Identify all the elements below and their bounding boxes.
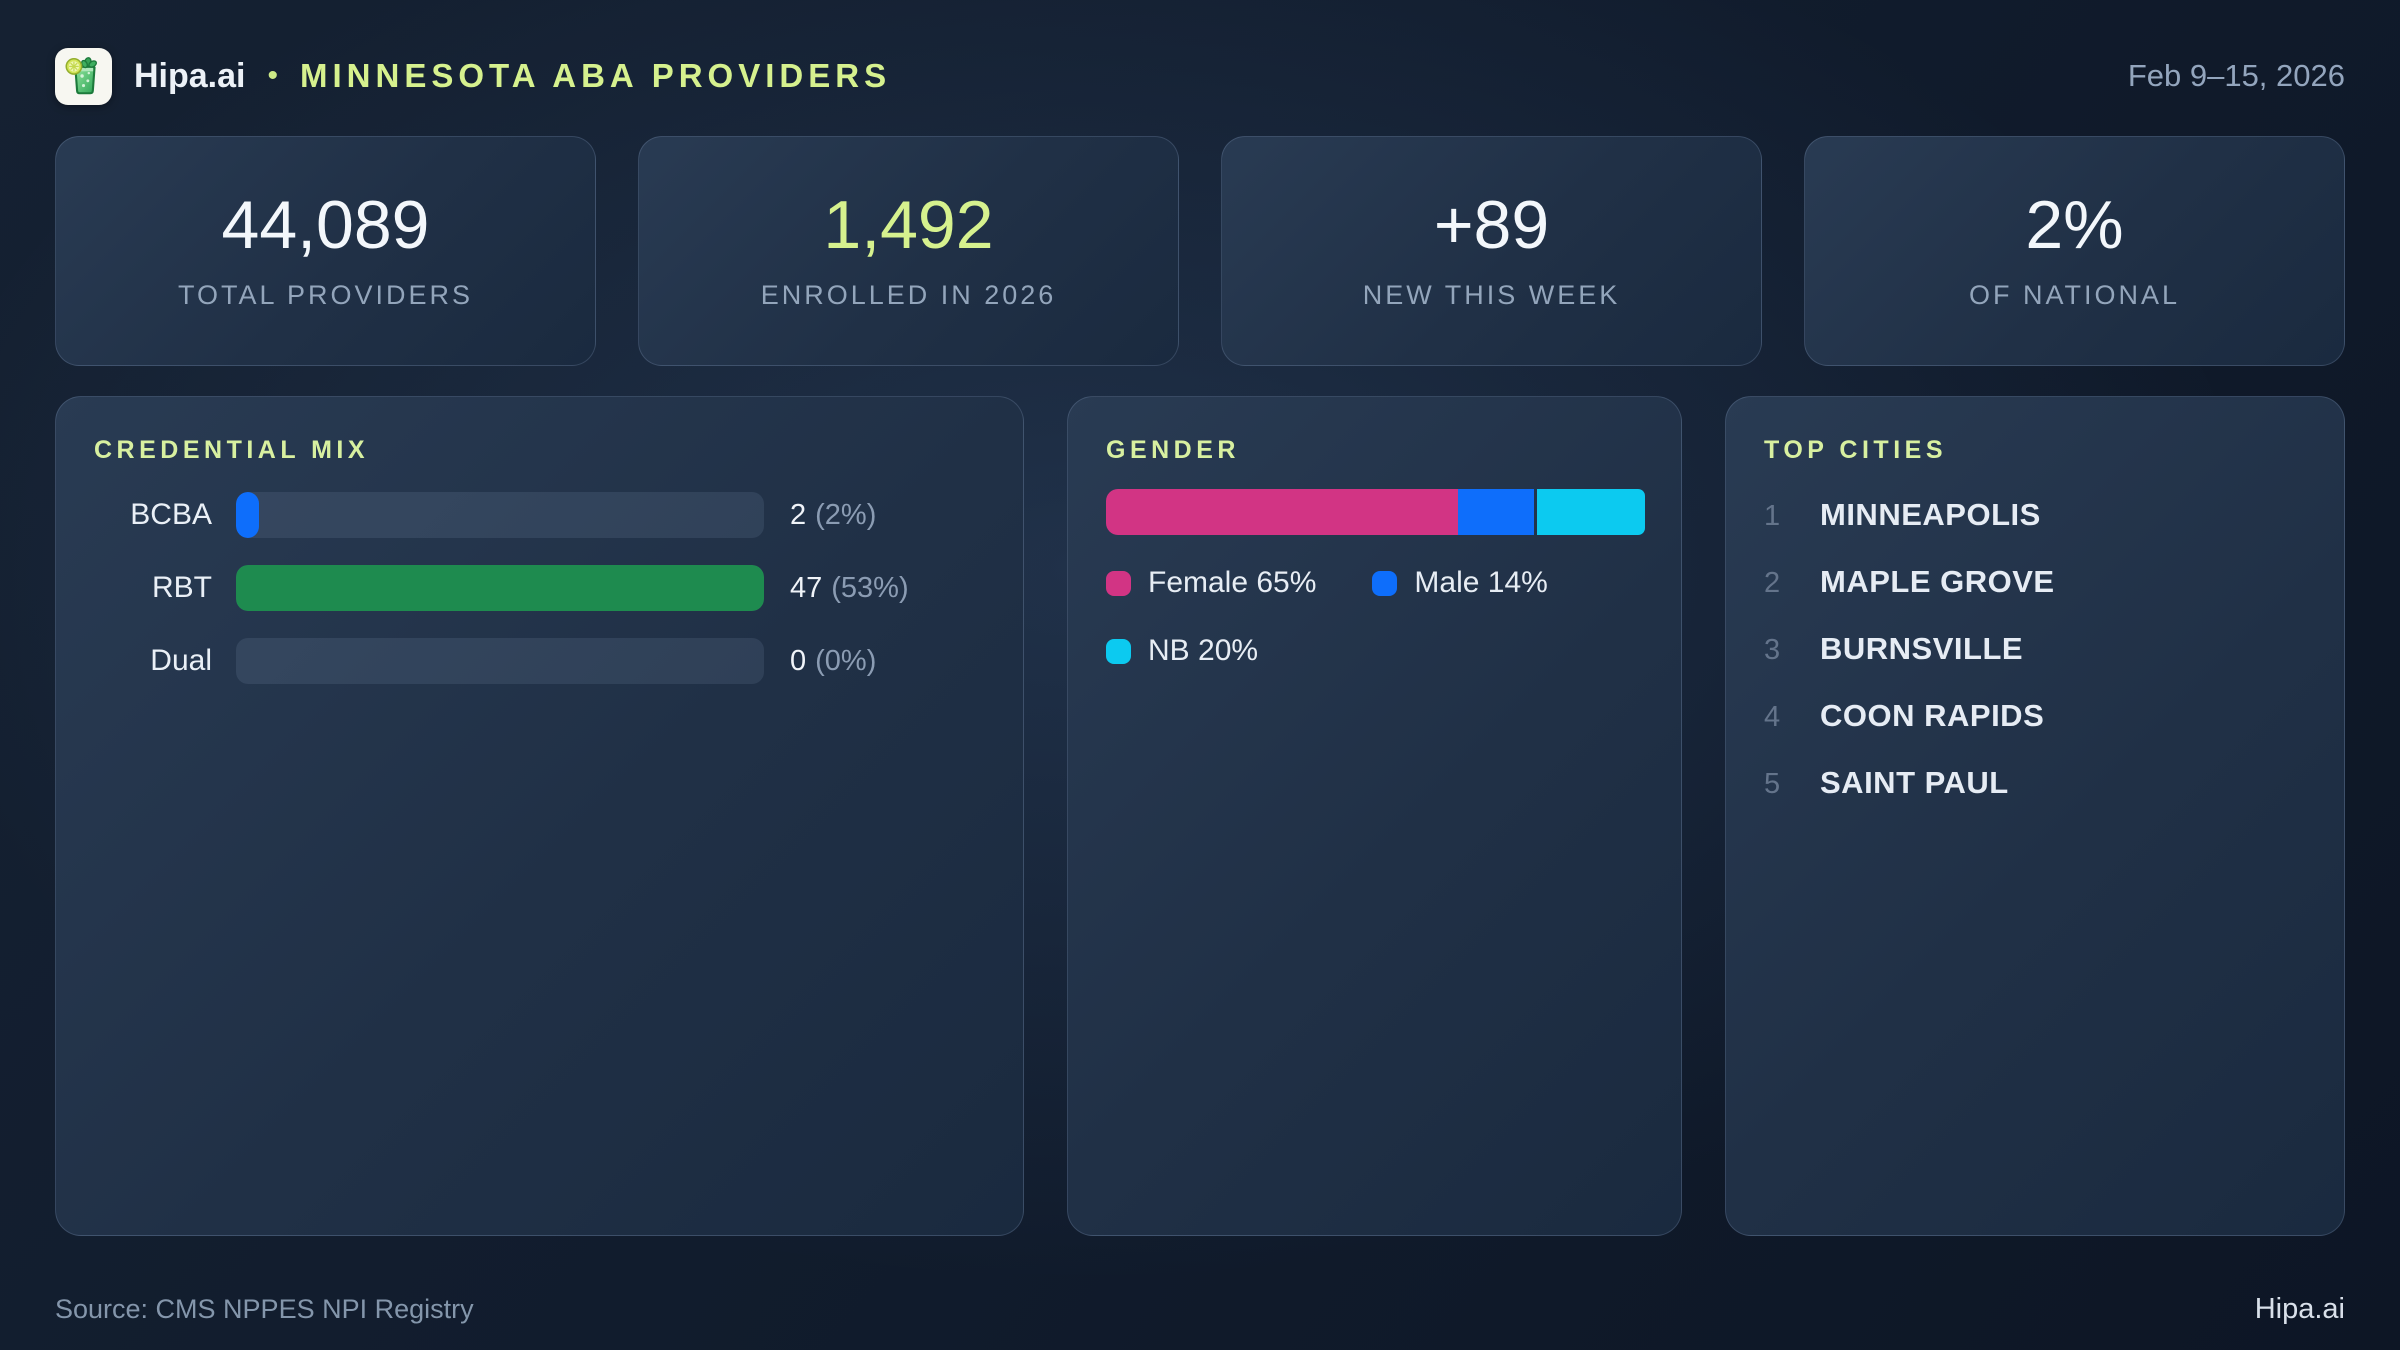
stat-value: 1,492 [823,187,994,263]
credential-label: Dual [150,644,212,677]
stat-card-enrolled: 1,492 ENROLLED IN 2026 [638,136,1179,366]
city-rank: 5 [1764,768,1781,800]
stat-label: TOTAL PROVIDERS [177,280,474,310]
city-rank: 2 [1764,567,1781,599]
stat-cards-row: 44,089 TOTAL PROVIDERS 1,492 ENROLLED IN… [55,136,2345,366]
date-range: Feb 9–15, 2026 [2127,58,2345,93]
gender-segment-male [1457,489,1534,535]
gender-legend-row-1: Female 65% Male 14% [1106,566,1643,600]
city-row-5: 5 SAINT PAUL [1764,765,2306,801]
bar-fill [236,492,259,538]
stat-value: 2% [2025,187,2124,263]
credential-row-rbt: RBT 47 (53%) [94,565,985,611]
page-title: MINNESOTA ABA PROVIDERS [300,57,892,94]
city-row-2: 2 MAPLE GROVE [1764,564,2306,600]
credential-count: 2 [790,498,807,531]
panel-title: CREDENTIAL MIX [94,436,370,464]
credential-mix-panel: CREDENTIAL MIX BCBA 2 (2%) RBT 47 (53%) [55,396,1024,1236]
stat-card-total-providers: 44,089 TOTAL PROVIDERS [55,136,596,366]
city-rank: 4 [1764,701,1781,733]
stat-card-new-this-week: +89 NEW THIS WEEK [1221,136,1762,366]
legend-item-male: Male 14% [1372,566,1548,600]
credential-row-dual: Dual 0 (0%) [94,638,985,684]
bar-fill [236,565,764,611]
stat-label: NEW THIS WEEK [1362,280,1621,310]
panel-title: GENDER [1106,436,1240,464]
mojito-drink-icon [65,57,97,95]
panels-row: CREDENTIAL MIX BCBA 2 (2%) RBT 47 (53%) [55,396,2345,1236]
credential-percent: (2%) [815,498,877,531]
stat-label: ENROLLED IN 2026 [760,280,1057,310]
stat-value: +89 [1433,187,1550,263]
legend-swatch-female [1106,570,1131,596]
city-name: COON RAPIDS [1820,698,2045,733]
legend-swatch-male [1372,570,1398,596]
city-name: SAINT PAUL [1820,765,2009,800]
city-rank: 1 [1764,500,1781,532]
legend-swatch-nb [1106,638,1131,664]
stat-card-of-national: 2% OF NATIONAL [1804,136,2345,366]
city-name: MINNEAPOLIS [1820,497,2041,532]
bar-track [236,565,764,611]
credential-percent: (53%) [831,571,909,604]
credential-label: RBT [152,571,212,604]
credential-value: 47 (53%) [790,572,909,605]
city-name: MAPLE GROVE [1820,564,2055,599]
bar-track [236,638,764,684]
legend-item-nb: NB 20% [1106,634,1258,668]
credential-label: BCBA [130,498,212,531]
footer: Source: CMS NPPES NPI Registry Hipa.ai [55,1293,2345,1326]
data-source-note: Source: CMS NPPES NPI Registry [55,1294,474,1324]
gender-segment-nb [1536,489,1645,535]
credential-row-bcba: BCBA 2 (2%) [94,492,985,538]
legend-label: Female 65% [1148,566,1317,599]
credential-count: 47 [790,571,823,604]
stat-label: OF NATIONAL [1968,280,2181,310]
legend-item-female: Female 65% [1106,566,1316,600]
credential-percent: (0%) [815,644,877,677]
app-logo [55,47,112,105]
city-row-3: 3 BURNSVILLE [1764,631,2306,667]
stat-value: 44,089 [221,187,430,263]
credential-value: 0 (0%) [790,645,876,678]
legend-label: NB 20% [1148,634,1259,667]
bar-track [236,492,764,538]
gender-segment-female [1106,489,1458,535]
legend-label: Male 14% [1414,566,1548,599]
credential-value: 2 (2%) [790,499,876,532]
credential-count: 0 [790,644,807,677]
gender-panel: GENDER Female 65% Male 14% N [1067,396,1682,1236]
brand-name: Hipa.ai [134,56,246,95]
city-row-1: 1 MINNEAPOLIS [1764,497,2306,533]
dot-separator-icon: • [267,59,278,92]
gender-legend-row-2: NB 20% [1106,634,1643,668]
city-name: BURNSVILLE [1820,631,2024,666]
header: Hipa.ai • MINNESOTA ABA PROVIDERS Feb 9–… [55,47,2345,105]
city-row-4: 4 COON RAPIDS [1764,698,2306,734]
panel-title: TOP CITIES [1764,436,1948,464]
top-cities-panel: TOP CITIES 1 MINNEAPOLIS 2 MAPLE GROVE 3… [1725,396,2345,1236]
footer-brand: Hipa.ai [2254,1293,2345,1325]
city-rank: 3 [1764,634,1781,666]
gender-stacked-bar [1106,489,1645,535]
